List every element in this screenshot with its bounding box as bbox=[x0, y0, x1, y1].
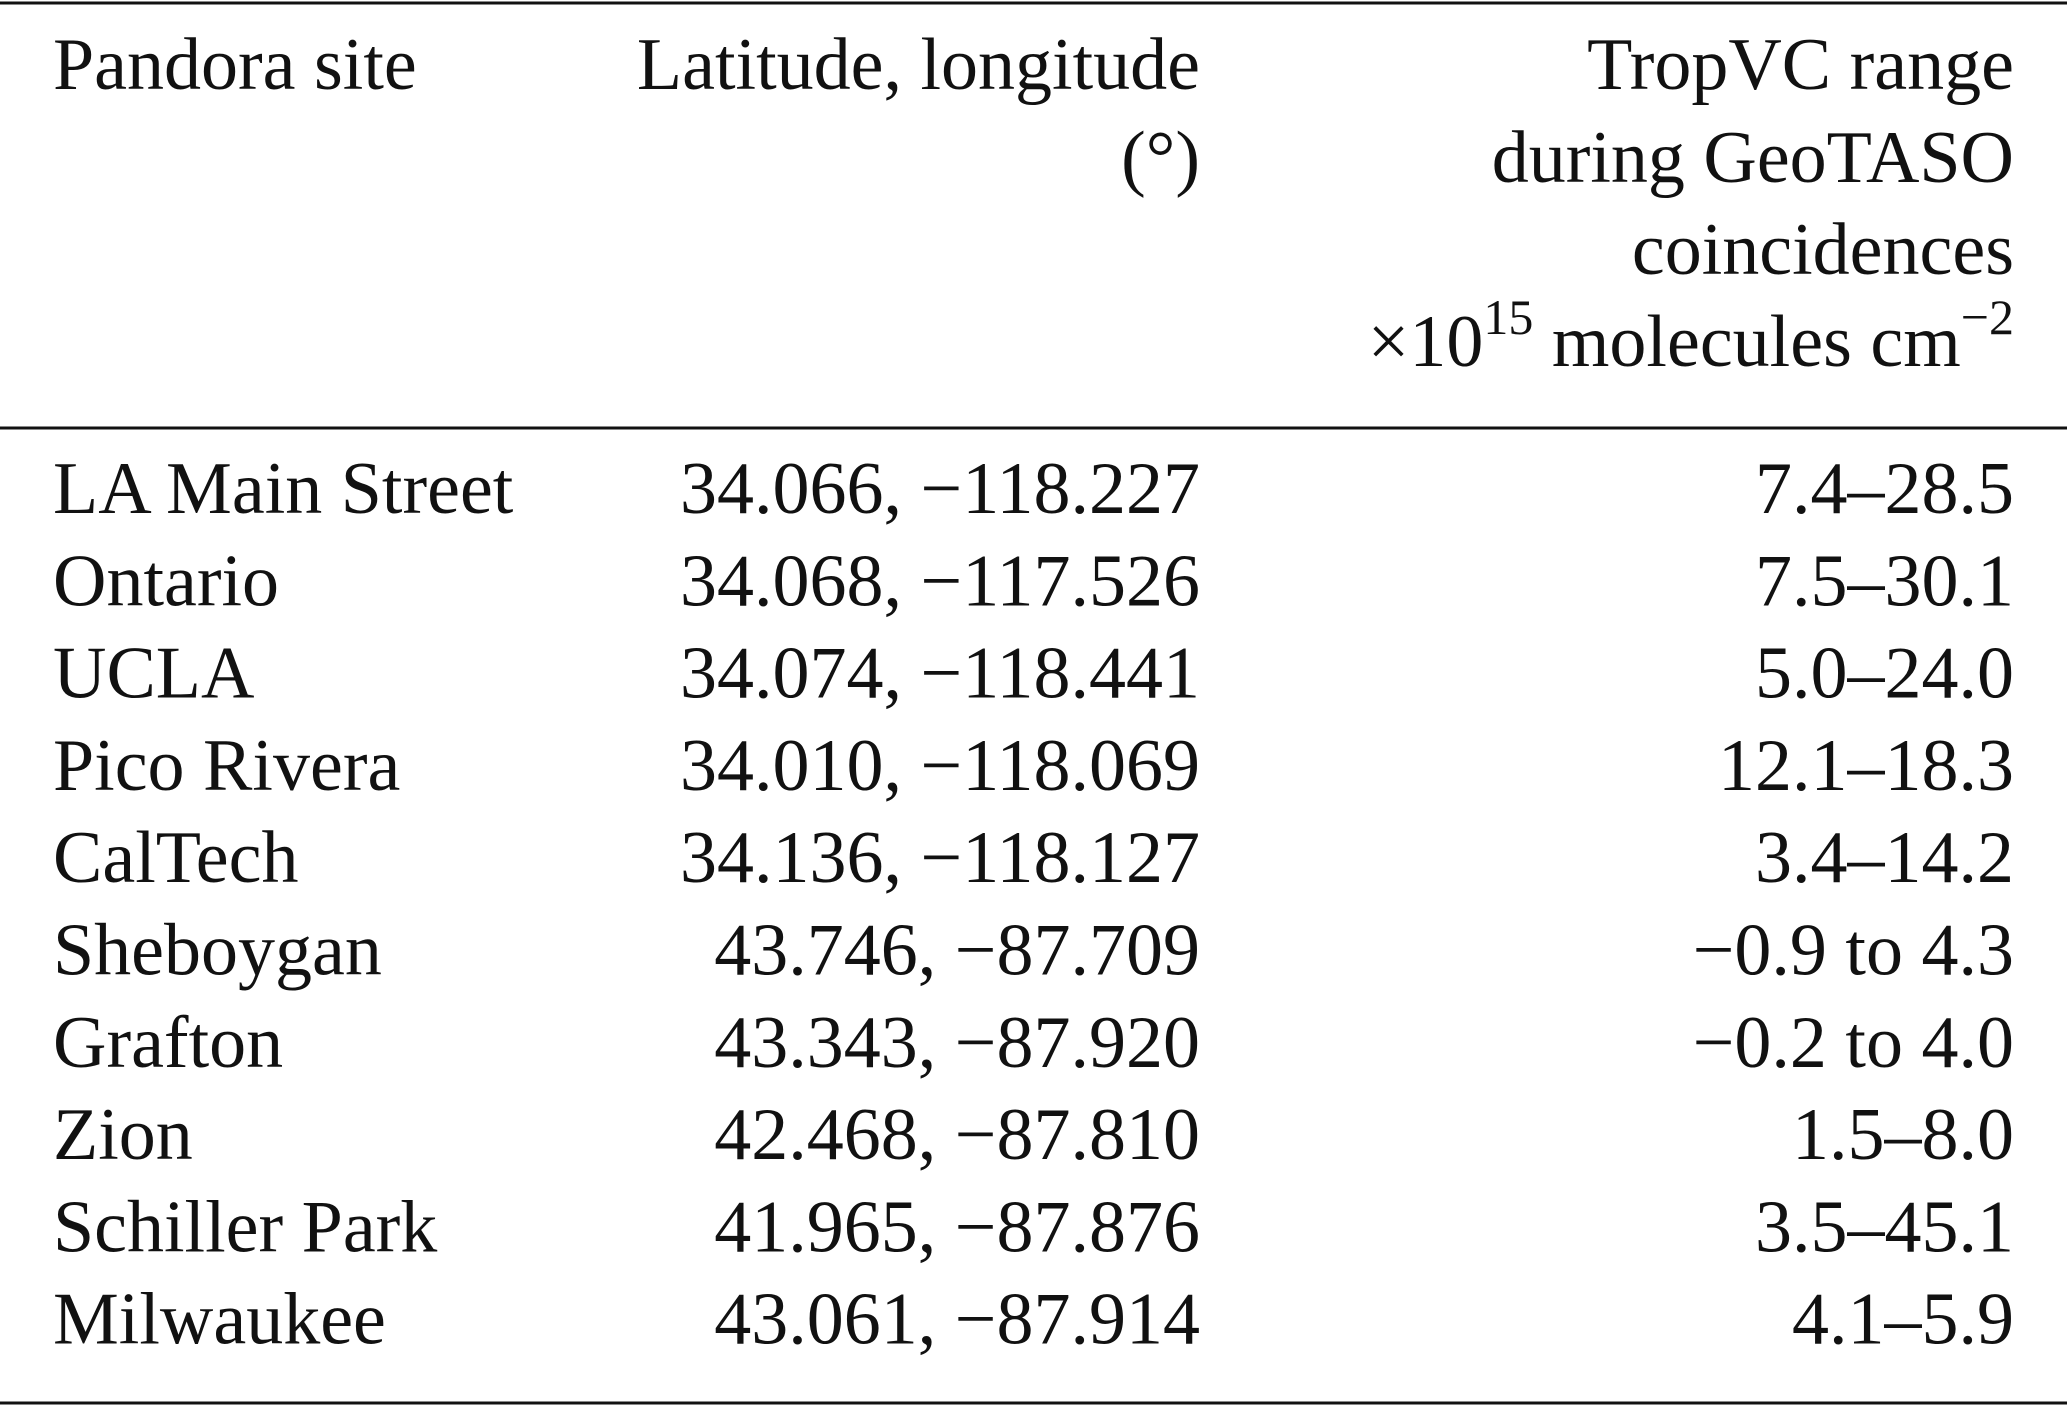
table-cell: CalTech bbox=[53, 817, 299, 899]
table-cell: 42.468, −87.810 bbox=[714, 1094, 1200, 1176]
table-cell: −0.9 to 4.3 bbox=[1693, 909, 2014, 991]
header-text: molecules cm bbox=[1533, 301, 1960, 383]
table-cell: 43.061, −87.914 bbox=[714, 1279, 1200, 1361]
header-cell: coincidences bbox=[1632, 209, 2014, 291]
superscript: 15 bbox=[1483, 289, 1533, 345]
table-cell: 43.746, −87.709 bbox=[714, 909, 1200, 991]
table-cell: Milwaukee bbox=[53, 1279, 386, 1361]
table-cell: Ontario bbox=[53, 540, 279, 622]
table-cell: 3.4–14.2 bbox=[1755, 817, 2014, 899]
table-cell: Schiller Park bbox=[53, 1186, 437, 1268]
header-cell: (°) bbox=[1121, 117, 1200, 199]
superscript: −2 bbox=[1961, 289, 2014, 345]
table-cell: 7.4–28.5 bbox=[1755, 448, 2014, 530]
table-cell: UCLA bbox=[53, 633, 254, 715]
table-cell: 43.343, −87.920 bbox=[714, 1002, 1200, 1084]
table-cell: 34.136, −118.127 bbox=[680, 817, 1200, 899]
table-cell: 1.5–8.0 bbox=[1792, 1094, 2014, 1176]
table-cell: 5.0–24.0 bbox=[1755, 633, 2014, 715]
header-text: ×10 bbox=[1368, 301, 1484, 383]
table-cell: 3.5–45.1 bbox=[1755, 1186, 2014, 1268]
table-cell: 41.965, −87.876 bbox=[714, 1186, 1200, 1268]
table-cell: 34.068, −117.526 bbox=[680, 540, 1200, 622]
table-cell: Sheboygan bbox=[53, 909, 382, 991]
table-cell: Zion bbox=[53, 1094, 193, 1176]
header-cell: Latitude, longitude bbox=[637, 24, 1200, 106]
table-cell: 12.1–18.3 bbox=[1718, 725, 2014, 807]
table-cell: Grafton bbox=[53, 1002, 283, 1084]
header-cell: Pandora site bbox=[53, 24, 417, 106]
header-cell: during GeoTASO bbox=[1492, 117, 2014, 199]
table-cell: 4.1–5.9 bbox=[1792, 1279, 2014, 1361]
header-cell: ×1015 molecules cm−2 bbox=[1368, 289, 2014, 383]
table-cell: −0.2 to 4.0 bbox=[1693, 1002, 2014, 1084]
table-cell: LA Main Street bbox=[53, 448, 514, 530]
table-cell: 34.066, −118.227 bbox=[680, 448, 1200, 530]
table-cell: 7.5–30.1 bbox=[1755, 540, 2014, 622]
table-cell: 34.010, −118.069 bbox=[680, 725, 1200, 807]
table-cell: Pico Rivera bbox=[53, 725, 400, 807]
header-cell: TropVC range bbox=[1587, 24, 2014, 106]
table-cell: 34.074, −118.441 bbox=[680, 633, 1200, 715]
